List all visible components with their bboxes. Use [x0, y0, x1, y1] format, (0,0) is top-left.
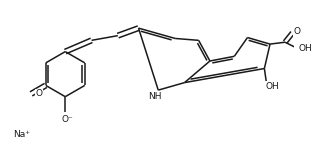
Text: Na⁺: Na⁺: [14, 130, 30, 139]
Text: OH: OH: [299, 44, 311, 53]
Text: NH: NH: [148, 92, 161, 101]
Text: O: O: [35, 89, 42, 98]
Text: O: O: [294, 27, 301, 36]
Text: O⁻: O⁻: [61, 115, 73, 124]
Text: OH: OH: [265, 82, 279, 91]
